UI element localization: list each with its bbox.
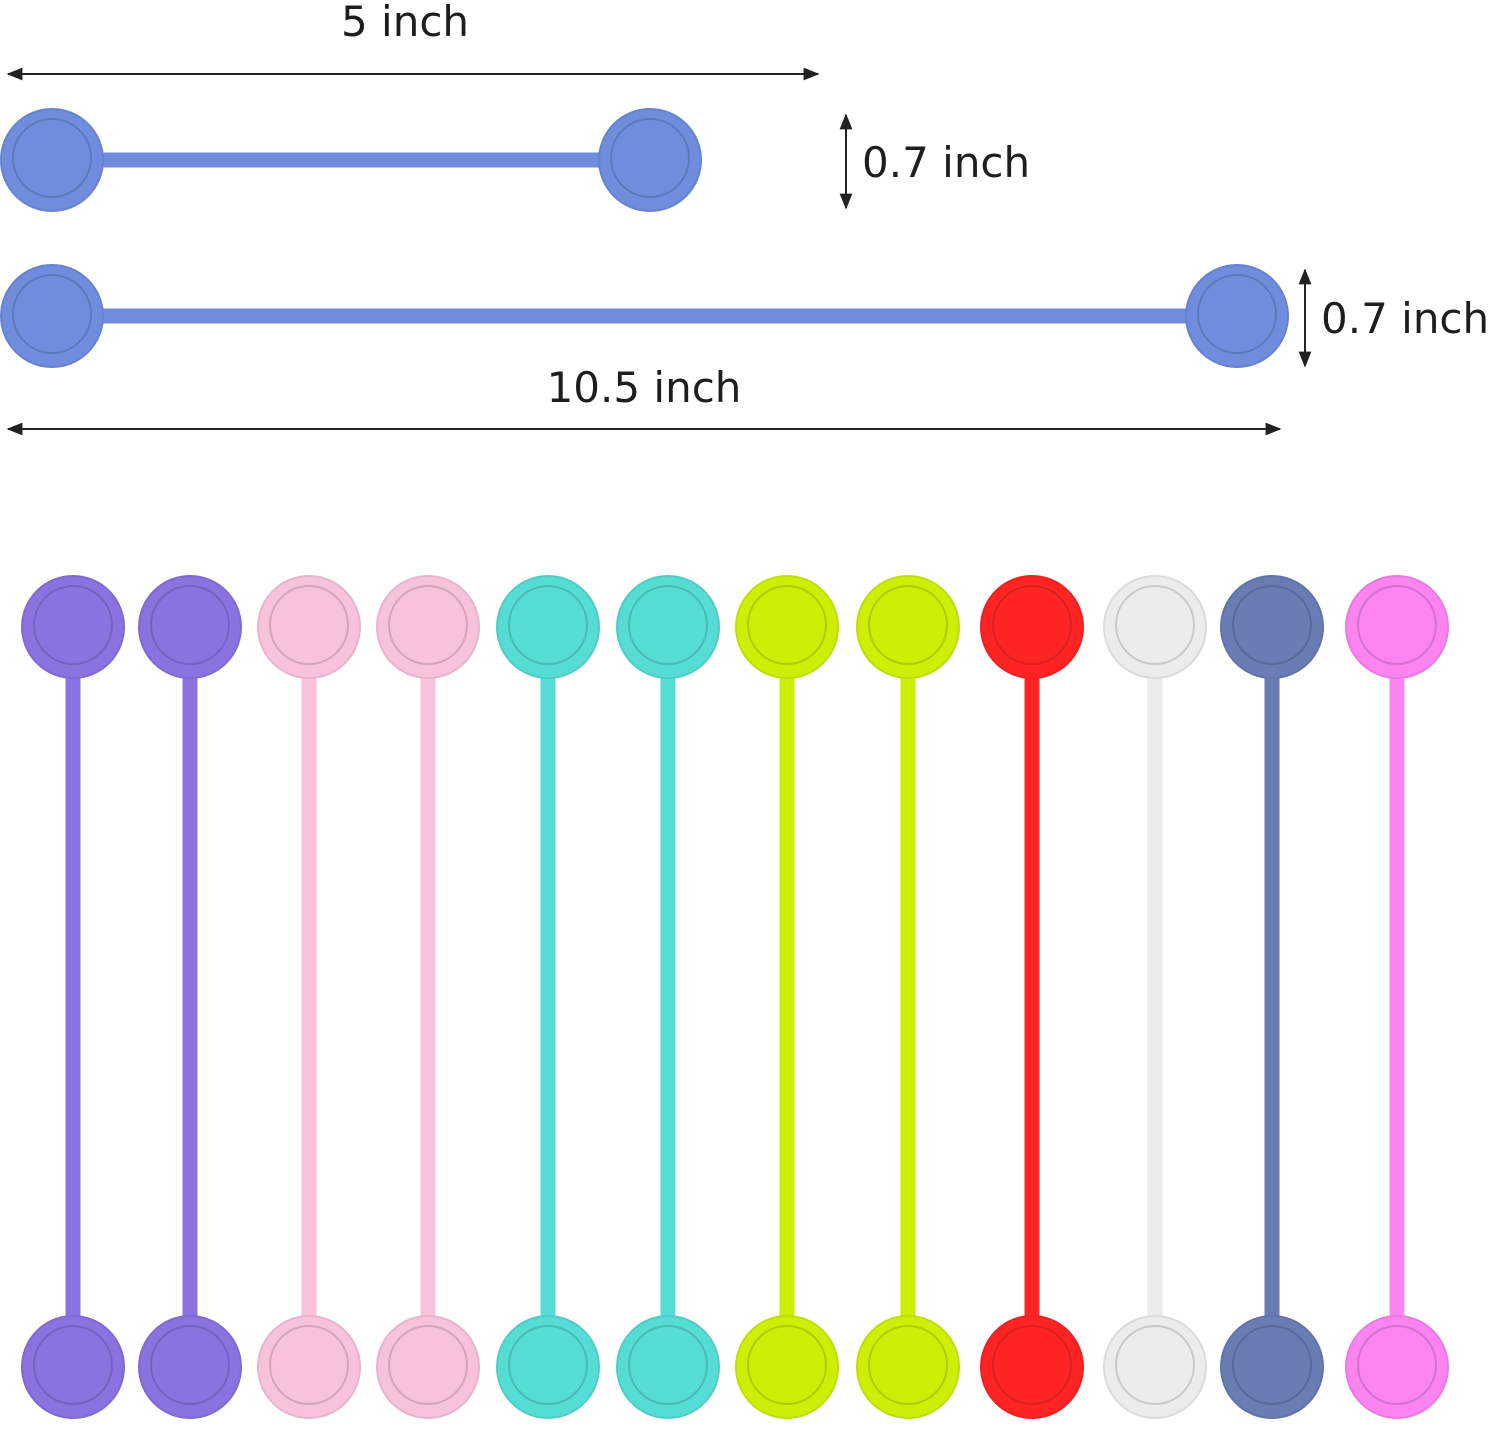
- color-ties-row: [21, 575, 1449, 1419]
- short-length-dimension: 5 inch: [6, 0, 820, 81]
- long-length-dimension: 10.5 inch: [6, 363, 1282, 436]
- short-width-label: 0.7 inch: [862, 138, 1030, 187]
- tie-lime: [856, 575, 960, 1419]
- tie-purple: [138, 575, 242, 1419]
- tie-pink: [376, 575, 480, 1419]
- sample-ties: [0, 108, 1289, 368]
- magnet-inner: [1232, 585, 1312, 665]
- tie-purple: [21, 575, 125, 1419]
- magnet-inner: [508, 585, 588, 665]
- magnet-inner: [628, 1325, 708, 1405]
- magnet-inner: [269, 1325, 349, 1405]
- short-tie: [0, 108, 702, 212]
- magnet-inner: [33, 1325, 113, 1405]
- long-length-label: 10.5 inch: [547, 363, 742, 412]
- magnet-inner: [33, 585, 113, 665]
- magnet-inner: [1357, 585, 1437, 665]
- magnet-inner: [747, 585, 827, 665]
- magnet-inner: [628, 585, 708, 665]
- magnet-inner: [12, 274, 92, 354]
- magnet-inner: [610, 118, 690, 198]
- tie-pink: [257, 575, 361, 1419]
- magnet-inner: [868, 585, 948, 665]
- tie-teal: [616, 575, 720, 1419]
- tie-teal: [496, 575, 600, 1419]
- magnet-inner: [747, 1325, 827, 1405]
- magnet-inner: [1357, 1325, 1437, 1405]
- magnet-inner: [150, 1325, 230, 1405]
- magnet-inner: [150, 585, 230, 665]
- short-length-label: 5 inch: [341, 0, 469, 46]
- magnet-inner: [1115, 1325, 1195, 1405]
- short-width-dimension: 0.7 inch: [839, 113, 1030, 210]
- magnet-inner: [269, 585, 349, 665]
- magnet-inner: [508, 1325, 588, 1405]
- magnet-inner: [388, 585, 468, 665]
- magnet-inner: [992, 585, 1072, 665]
- tie-slate-blue: [1220, 575, 1324, 1419]
- magnet-inner: [12, 118, 92, 198]
- long-tie: [0, 264, 1289, 368]
- tie-white: [1103, 575, 1207, 1419]
- tie-lime: [735, 575, 839, 1419]
- magnet-inner: [992, 1325, 1072, 1405]
- magnet-inner: [1232, 1325, 1312, 1405]
- tie-red: [980, 575, 1084, 1419]
- long-width-dimension: 0.7 inch: [1298, 268, 1489, 368]
- magnet-inner: [868, 1325, 948, 1405]
- tie-magenta: [1345, 575, 1449, 1419]
- magnet-inner: [388, 1325, 468, 1405]
- magnet-inner: [1197, 274, 1277, 354]
- magnet-inner: [1115, 585, 1195, 665]
- long-width-label: 0.7 inch: [1321, 294, 1489, 343]
